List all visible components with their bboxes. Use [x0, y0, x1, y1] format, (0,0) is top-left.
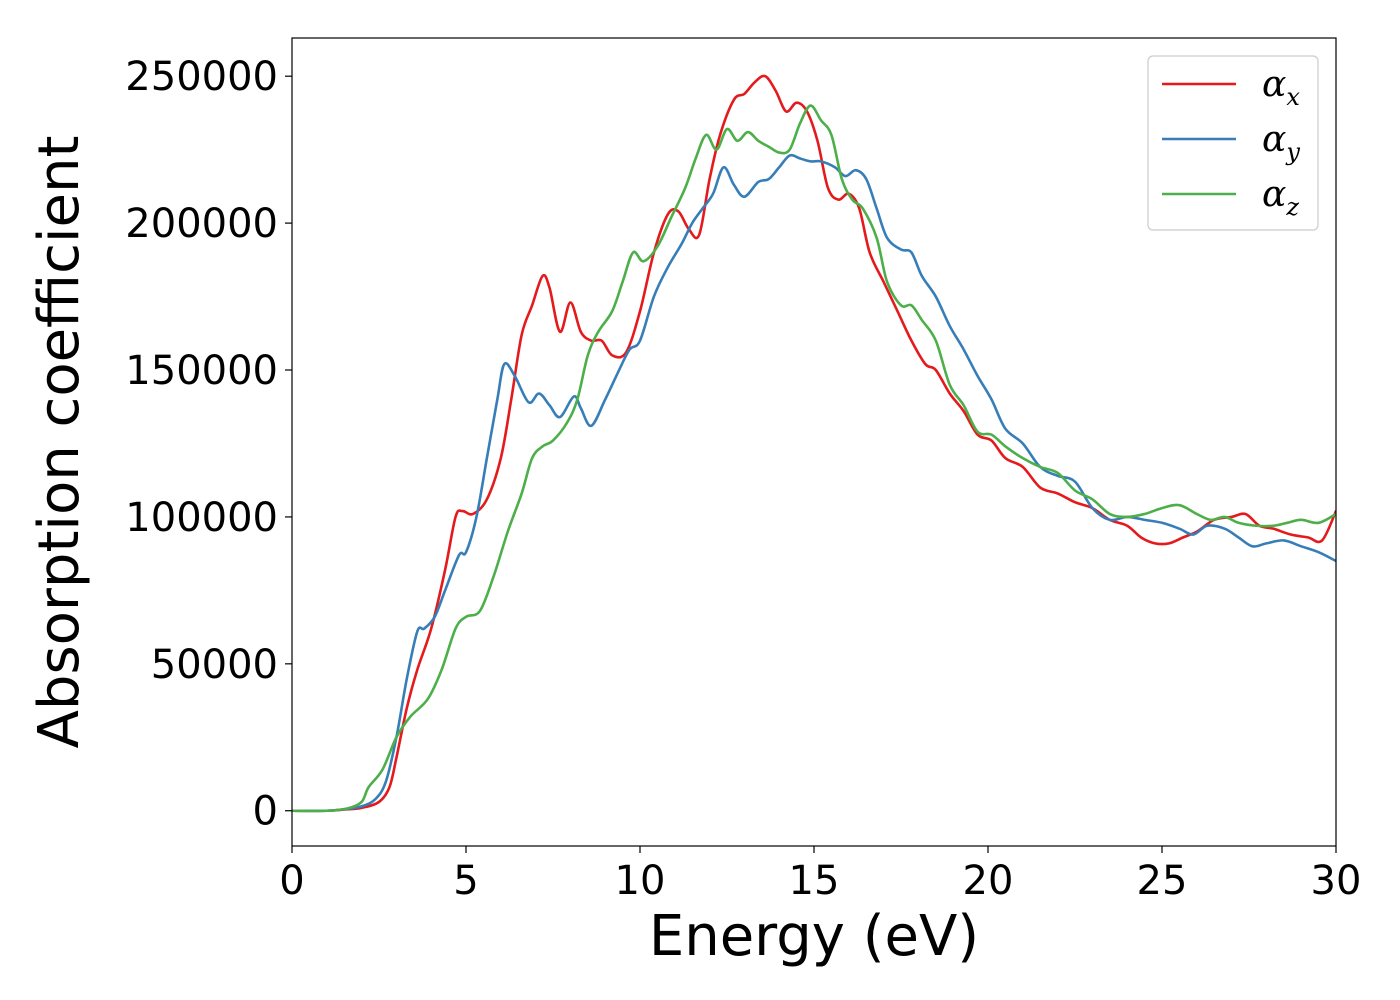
series-line-y [292, 153, 1336, 813]
y-tick-label: 250000 [125, 54, 278, 100]
y-tick-label: 200000 [125, 201, 278, 247]
y-axis-label: Absorption coefficient [27, 136, 92, 749]
x-tick-label: 0 [279, 858, 304, 904]
x-axis-ticks: 0 5 10 15 20 25 30 [279, 846, 1361, 904]
y-tick-label: 0 [253, 789, 278, 835]
x-axis-label: Energy (eV) [649, 904, 979, 969]
x-tick-label: 25 [1137, 858, 1188, 904]
legend-label-x: αx [1262, 64, 1300, 111]
y-tick-label: 150000 [125, 348, 278, 394]
y-axis-ticks: 0 50000 100000 150000 200000 250000 [125, 54, 292, 835]
legend-frame [1147, 55, 1319, 231]
legend-label-y: αy [1262, 119, 1300, 166]
legend: αx αy αz [1147, 55, 1319, 231]
x-tick-label: 30 [1311, 858, 1362, 904]
series-line-z [292, 104, 1336, 813]
y-tick-label: 100000 [125, 495, 278, 541]
y-tick-label: 50000 [151, 642, 278, 688]
x-tick-label: 15 [789, 858, 840, 904]
series-layer [292, 74, 1336, 813]
x-tick-label: 10 [615, 858, 666, 904]
legend-label-z: αz [1262, 174, 1299, 221]
x-tick-label: 5 [453, 858, 478, 904]
x-tick-label: 20 [963, 858, 1014, 904]
